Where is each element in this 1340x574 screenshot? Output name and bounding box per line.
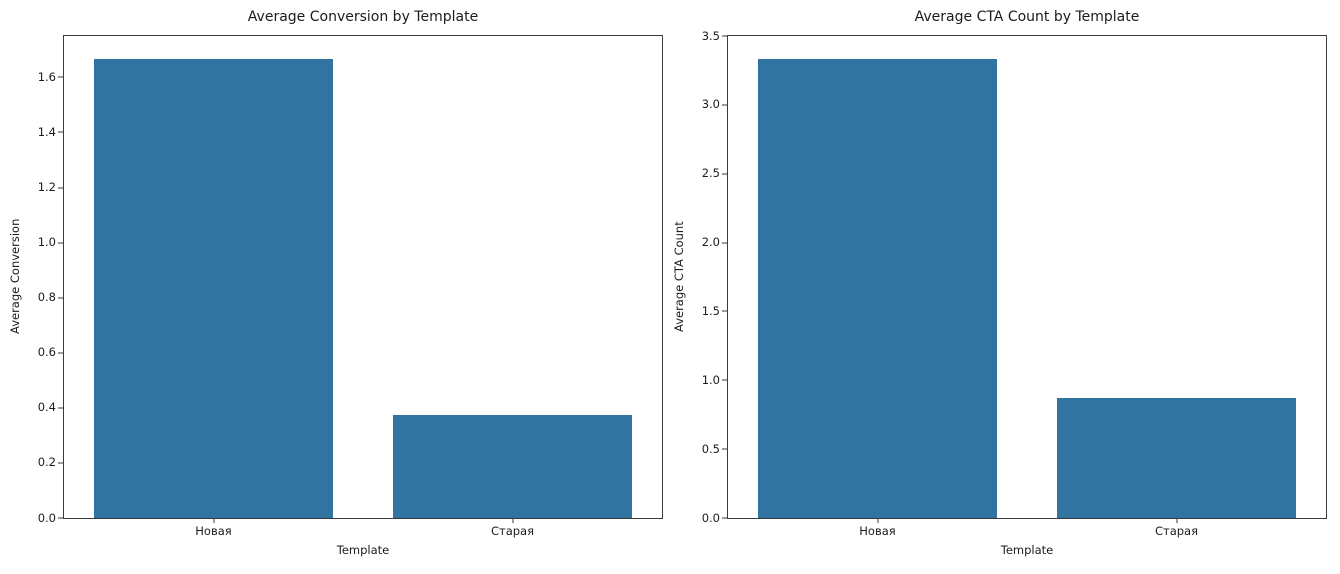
chart-average-conversion: Average Conversion by Template Average C… <box>8 9 663 557</box>
x-tick-label: Старая <box>490 524 535 538</box>
y-tick-mark <box>58 517 63 519</box>
y-tick-mark <box>722 173 727 175</box>
y-axis-label: Average CTA Count <box>672 221 686 332</box>
y-tick-label: 0.4 <box>37 400 56 415</box>
y-tick-mark <box>722 35 727 37</box>
y-tick-label: 1.0 <box>37 234 56 249</box>
x-tick-label: Новая <box>859 524 896 538</box>
y-tick-mark <box>722 517 727 519</box>
y-tick-mark <box>58 242 63 244</box>
x-tick-mark <box>1176 519 1177 523</box>
x-tick-mark <box>877 519 878 523</box>
y-tick-label: 2.0 <box>701 234 720 249</box>
y-tick-label: 0.0 <box>701 510 720 525</box>
y-tick-mark <box>722 104 727 106</box>
plot-area: 0.0 0.5 1.0 1.5 2.0 2.5 3.0 3.5 Новая Старая <box>702 30 1327 537</box>
y-tick-label: 1.5 <box>701 303 720 318</box>
y-tick-label: 0.8 <box>37 289 56 304</box>
y-tick-label: 3.0 <box>701 97 720 112</box>
y-tick-mark <box>58 407 63 409</box>
y-axis-label: Average Conversion <box>8 218 22 335</box>
y-tick-mark <box>58 462 63 464</box>
x-axis-label: Template <box>336 543 390 557</box>
y-tick-mark <box>58 131 63 133</box>
y-tick-mark <box>58 187 63 188</box>
bar-1 <box>93 58 334 518</box>
y-tick-mark <box>722 379 727 381</box>
y-tick-mark <box>722 242 727 244</box>
y-tick-mark <box>722 310 727 312</box>
y-tick-label: 1.2 <box>37 179 56 194</box>
bar-2 <box>1056 397 1297 518</box>
y-tick-label: 0.6 <box>37 345 56 359</box>
y-tick-mark <box>58 76 63 78</box>
y-tick-label: 3.5 <box>701 28 720 43</box>
y-tick-label: 0.2 <box>37 455 56 470</box>
x-tick-label: Старая <box>1154 524 1199 538</box>
chart-title: Average Conversion by Template <box>247 9 479 25</box>
x-tick-label: Новая <box>195 524 232 538</box>
y-tick-label: 1.6 <box>37 69 56 84</box>
y-tick-label: 1.0 <box>701 372 720 387</box>
bar-2 <box>392 414 633 518</box>
y-tick-label: 1.4 <box>37 124 56 139</box>
y-tick-mark <box>58 297 63 299</box>
bar-1 <box>757 59 998 518</box>
x-tick-mark <box>512 519 513 523</box>
chart-title: Average CTA Count by Template <box>914 9 1140 25</box>
y-tick-mark <box>58 352 63 354</box>
y-tick-label: 0.0 <box>37 510 56 525</box>
y-tick-label: 0.5 <box>701 441 720 456</box>
x-tick-mark <box>213 519 214 523</box>
chart-average-cta-count: Average CTA Count by Template Average CT… <box>664 0 1334 574</box>
y-tick-label: 2.5 <box>701 165 720 180</box>
x-axis-label: Template <box>1000 543 1054 557</box>
y-tick-mark <box>722 448 727 450</box>
plot-area: 0.0 0.2 0.4 0.6 0.8 1.0 1.2 1.4 1.6 Новая Старая <box>38 35 663 537</box>
